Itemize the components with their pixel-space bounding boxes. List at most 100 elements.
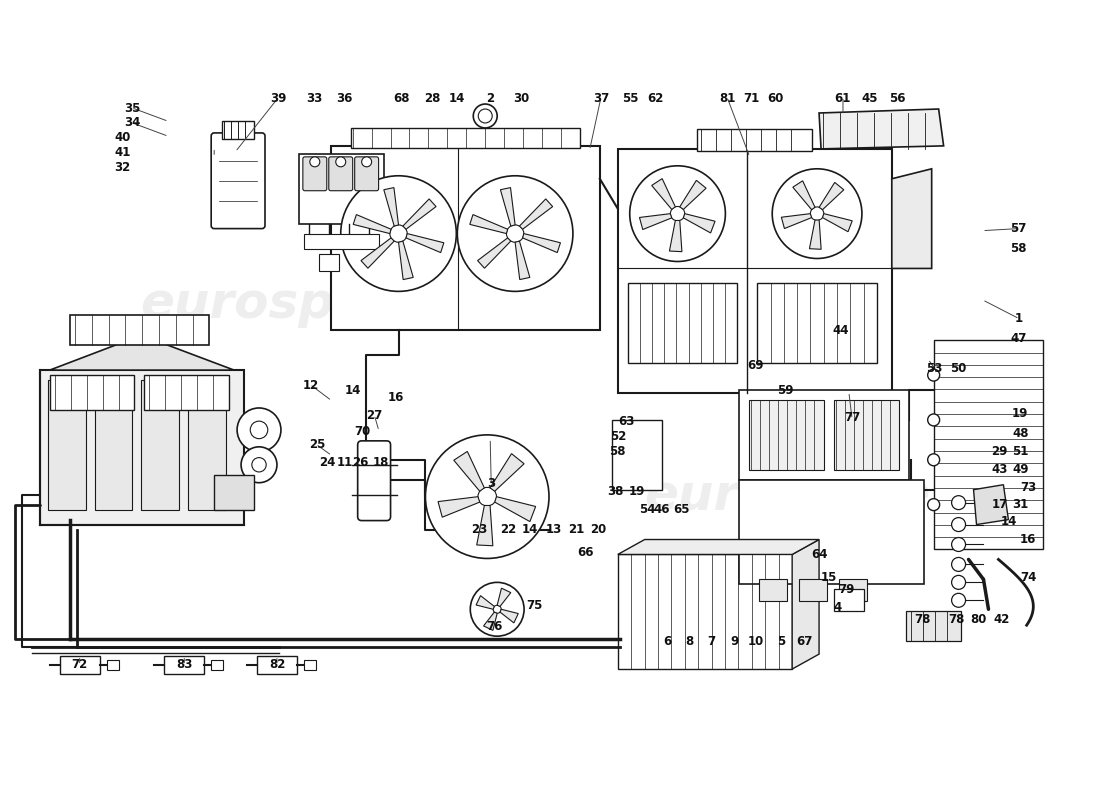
Text: 11: 11: [337, 456, 353, 470]
Text: 64: 64: [811, 548, 827, 561]
Text: 70: 70: [354, 426, 371, 438]
Circle shape: [506, 225, 524, 242]
Circle shape: [952, 558, 966, 571]
Text: 72: 72: [72, 658, 88, 670]
Text: 17: 17: [991, 498, 1008, 511]
Text: 54: 54: [639, 503, 656, 516]
Text: 20: 20: [590, 523, 606, 536]
Text: 55: 55: [623, 91, 639, 105]
Polygon shape: [823, 214, 852, 232]
Text: 66: 66: [578, 546, 594, 559]
Text: 42: 42: [993, 613, 1010, 626]
Polygon shape: [495, 497, 536, 522]
Text: 15: 15: [821, 571, 837, 584]
Polygon shape: [820, 182, 844, 210]
Text: 52: 52: [609, 430, 626, 443]
Circle shape: [473, 104, 497, 128]
Polygon shape: [500, 610, 518, 623]
Text: 38: 38: [607, 485, 624, 498]
Text: 75: 75: [526, 598, 542, 612]
Bar: [799, 579, 827, 602]
Text: 48: 48: [1012, 427, 1028, 440]
Text: 14: 14: [449, 91, 465, 105]
Circle shape: [811, 207, 824, 220]
Text: 5: 5: [777, 634, 785, 648]
Bar: [834, 400, 899, 470]
Circle shape: [952, 594, 966, 607]
Circle shape: [927, 414, 939, 426]
Polygon shape: [618, 539, 820, 554]
Bar: [69, 315, 209, 345]
Bar: [628, 283, 737, 363]
Bar: [304, 234, 378, 249]
Circle shape: [241, 447, 277, 482]
Text: 25: 25: [309, 438, 324, 451]
Text: 76: 76: [486, 620, 503, 633]
Text: 16: 16: [387, 390, 404, 403]
Text: 9: 9: [730, 634, 738, 648]
Circle shape: [389, 225, 407, 242]
Circle shape: [250, 421, 267, 438]
Text: 49: 49: [1012, 463, 1028, 476]
Polygon shape: [680, 180, 706, 210]
Text: 43: 43: [991, 463, 1008, 476]
Bar: [749, 400, 824, 470]
Bar: [834, 590, 864, 611]
Text: 78: 78: [948, 613, 965, 626]
Bar: [59, 656, 100, 674]
Polygon shape: [500, 187, 515, 226]
Bar: [905, 611, 960, 641]
Text: 32: 32: [114, 162, 131, 174]
Text: 18: 18: [373, 456, 388, 470]
Polygon shape: [820, 109, 944, 149]
Polygon shape: [384, 187, 398, 226]
Polygon shape: [491, 454, 524, 491]
Circle shape: [629, 166, 725, 262]
Text: 59: 59: [777, 383, 793, 397]
Polygon shape: [683, 214, 715, 233]
Text: 68: 68: [394, 91, 410, 105]
Text: 12: 12: [302, 378, 319, 391]
Text: 58: 58: [609, 446, 626, 458]
Bar: [618, 554, 792, 669]
Circle shape: [952, 496, 966, 510]
Bar: [319, 254, 339, 271]
Text: 26: 26: [352, 456, 368, 470]
Text: 77: 77: [844, 411, 860, 425]
Text: 67: 67: [796, 634, 812, 648]
Circle shape: [458, 176, 573, 291]
Polygon shape: [476, 506, 493, 546]
Text: 62: 62: [648, 91, 663, 105]
Text: 16: 16: [1020, 533, 1036, 546]
Bar: [214, 474, 254, 510]
Text: 7: 7: [707, 634, 715, 648]
Text: 35: 35: [124, 102, 141, 114]
FancyBboxPatch shape: [358, 441, 390, 521]
Text: 30: 30: [513, 91, 529, 105]
Text: 45: 45: [861, 91, 878, 105]
Polygon shape: [476, 596, 494, 610]
Bar: [757, 283, 877, 363]
Bar: [739, 390, 909, 480]
Text: 3: 3: [487, 478, 495, 490]
Text: 33: 33: [306, 91, 322, 105]
Polygon shape: [497, 588, 510, 606]
Polygon shape: [651, 178, 675, 210]
Bar: [934, 340, 1043, 550]
Circle shape: [952, 538, 966, 551]
Text: 78: 78: [914, 613, 931, 626]
Text: 21: 21: [568, 523, 584, 536]
Polygon shape: [515, 241, 530, 279]
Text: 58: 58: [1010, 242, 1026, 255]
Circle shape: [493, 606, 502, 614]
Circle shape: [670, 206, 684, 221]
Polygon shape: [974, 485, 1009, 525]
Text: 27: 27: [366, 410, 383, 422]
Text: 60: 60: [767, 91, 783, 105]
Text: 69: 69: [747, 358, 763, 372]
Text: 41: 41: [114, 146, 131, 159]
Text: 44: 44: [833, 324, 849, 337]
Text: 74: 74: [1020, 571, 1036, 584]
Text: 36: 36: [337, 91, 353, 105]
Text: 1: 1: [1014, 312, 1022, 325]
